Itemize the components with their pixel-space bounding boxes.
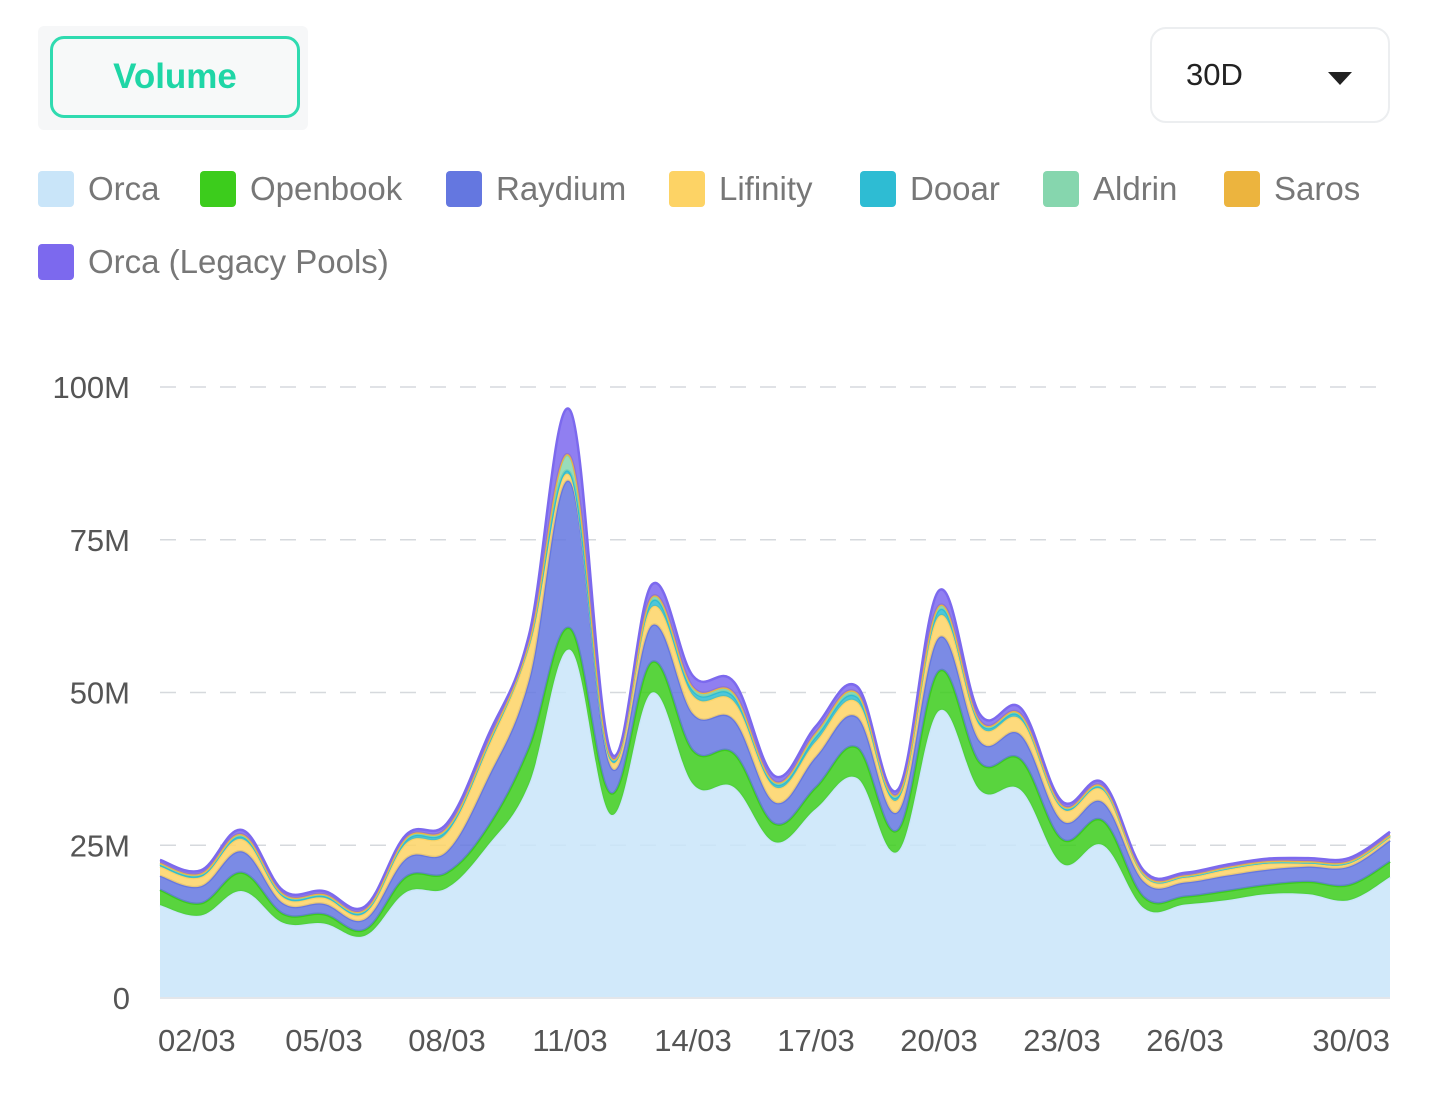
x-tick-label: 02/03: [158, 1023, 236, 1058]
area-series-lifinity[interactable]: [160, 473, 1390, 922]
y-tick-label: 100M: [52, 370, 130, 405]
legend-swatch: [1224, 171, 1260, 207]
legend-swatch: [860, 171, 896, 207]
x-tick-label: 14/03: [654, 1023, 732, 1058]
legend-label: Saros: [1274, 170, 1361, 207]
legend-label: Openbook: [250, 170, 403, 207]
legend-label: Dooar: [910, 170, 1000, 207]
series-line: [159, 407, 1391, 911]
x-tick-label: 11/03: [532, 1023, 607, 1058]
x-tick-label: 23/03: [1023, 1023, 1101, 1058]
legend-label: Orca: [88, 170, 160, 207]
time-range-value: 30D: [1186, 57, 1243, 92]
plot-area: [159, 407, 1391, 998]
x-tick-label: 17/03: [777, 1023, 855, 1058]
time-range-select[interactable]: 30D: [1150, 27, 1390, 123]
legend-label: Raydium: [496, 170, 627, 207]
metric-tab-group: Volume: [38, 26, 308, 130]
legend-swatch: [200, 171, 236, 207]
area-series-orca[interactable]: [160, 649, 1390, 998]
x-tick-label: 30/03: [1312, 1023, 1390, 1058]
legend-swatch: [446, 171, 482, 207]
y-tick-label: 75M: [70, 523, 130, 558]
legend-item-5[interactable]: Aldrin: [1043, 170, 1177, 208]
x-tick-label: 08/03: [408, 1023, 486, 1058]
area-series-openbook[interactable]: [160, 627, 1390, 937]
area-series-raydium[interactable]: [160, 480, 1390, 932]
legend-swatch: [1043, 171, 1079, 207]
y-tick-label: 25M: [70, 828, 130, 863]
legend-item-4[interactable]: Dooar: [860, 170, 1000, 208]
legend-item-0[interactable]: Orca: [38, 170, 160, 208]
legend-label: Aldrin: [1093, 170, 1178, 207]
x-tick-label: 05/03: [285, 1023, 363, 1058]
chevron-down-icon: [1328, 72, 1352, 85]
legend-swatch: [38, 244, 74, 280]
legend-item-1[interactable]: Openbook: [200, 170, 402, 208]
legend-swatch: [38, 171, 74, 207]
legend-item-7[interactable]: Orca (Legacy Pools): [38, 243, 389, 281]
legend-item-6[interactable]: Saros: [1224, 170, 1360, 208]
x-tick-label: 20/03: [900, 1023, 978, 1058]
legend-label: Lifinity: [719, 170, 813, 207]
legend-swatch: [669, 171, 705, 207]
x-tick-label: 26/03: [1146, 1023, 1224, 1058]
y-tick-label: 0: [113, 981, 130, 1016]
volume-tab-button[interactable]: Volume: [50, 36, 300, 118]
legend-item-3[interactable]: Lifinity: [669, 170, 813, 208]
y-tick-label: 50M: [70, 676, 130, 711]
legend-item-2[interactable]: Raydium: [446, 170, 626, 208]
legend-label: Orca (Legacy Pools): [88, 243, 389, 280]
